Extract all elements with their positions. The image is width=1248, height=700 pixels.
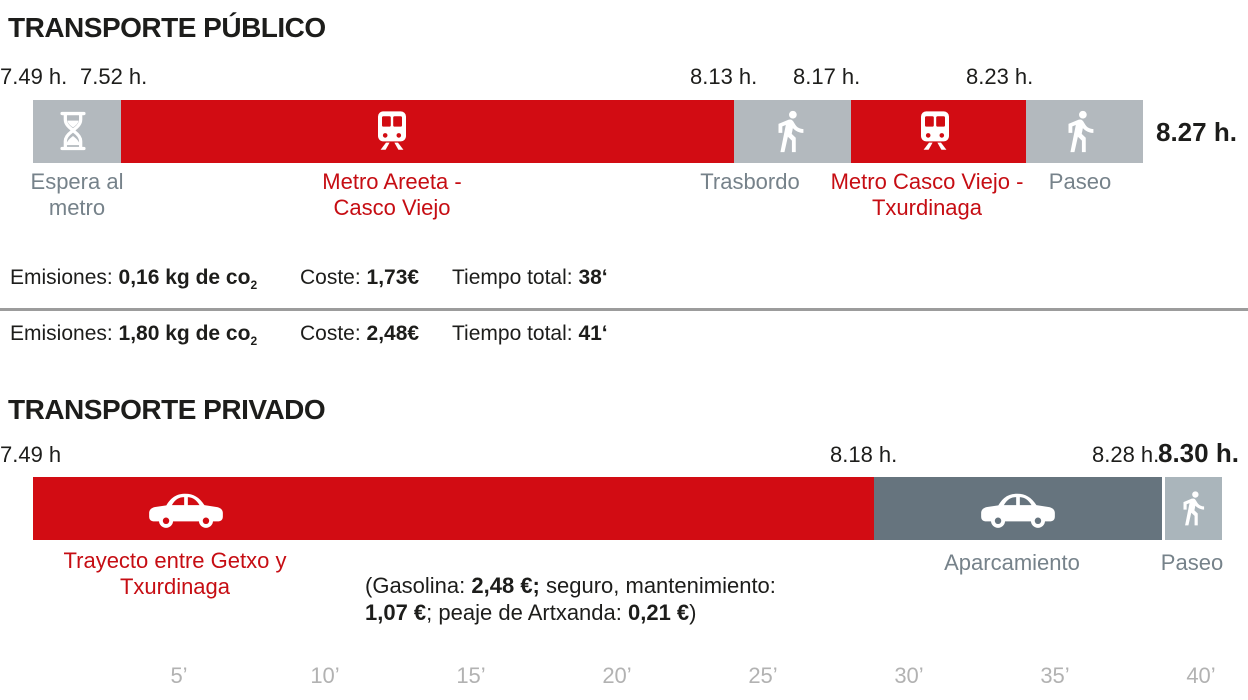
fuel-text: (Gasolina: (365, 573, 472, 598)
cost-value: 2,48€ (366, 322, 420, 345)
emissions-label: Emisiones: (10, 266, 119, 289)
axis-tick-20: 20’ (602, 663, 632, 688)
label-metro-areeta-casco-viejo: Metro Areeta - Casco Viejo (240, 169, 544, 221)
label-metro-casco-viejo-txurdinaga: Metro Casco Viejo - Txurdinaga (775, 169, 1079, 221)
metro-train-icon (378, 111, 406, 150)
axis-tick-25: 25’ (748, 663, 778, 688)
label-trayecto-getxo-txurdinaga: Trayecto entre Getxo y Txurdinaga (25, 548, 325, 600)
label-line: Paseo (1048, 169, 1112, 194)
fuel-cost-line1: (Gasolina: 2,48 €; seguro, mantenimiento… (365, 572, 776, 599)
label-aparcamiento: Aparcamiento (910, 550, 1114, 576)
label-line: Trasbordo (700, 169, 800, 194)
public-time-823: 8.23 h. (966, 64, 1034, 89)
label-line: Paseo (1160, 550, 1224, 575)
label-line: Metro Areeta - (322, 169, 462, 194)
hourglass-icon (60, 111, 86, 151)
cost-label: Coste: (300, 322, 367, 345)
public-time-752: 7.52 h. (80, 64, 148, 89)
axis-tick-30: 30’ (894, 663, 924, 688)
cost-public: Coste: 1,73€ (300, 266, 419, 290)
public-time-749: 7.49 h. (0, 64, 68, 89)
label-line: Txurdinaga (119, 574, 231, 599)
pedestrian-icon (778, 110, 804, 153)
total-time-value: 38‘ (578, 266, 608, 289)
cost-private: Coste: 2,48€ (300, 322, 419, 346)
private-time-749: 7.49 h (0, 442, 62, 467)
segment-trasbordo (734, 100, 851, 163)
emissions-private: Emisiones: 1,80 kg de co2 (10, 322, 257, 348)
label-paseo-publico: Paseo (1030, 169, 1130, 195)
emissions-public: Emisiones: 0,16 kg de co2 (10, 266, 257, 292)
fuel-text: seguro, mantenimiento: (539, 573, 776, 598)
metro-train-icon (921, 111, 949, 150)
axis-tick-40: 40’ (1186, 663, 1216, 688)
label-line: Casco Viejo (333, 195, 451, 220)
pedestrian-icon (1068, 110, 1094, 153)
label-line: Txurdinaga (871, 195, 983, 220)
axis-tick-5: 5’ (170, 663, 188, 688)
fuel-value-gasolina: 2,48 €; (471, 573, 540, 598)
co2-subscript: 2 (250, 278, 258, 293)
stats-row-privado: Emisiones: 1,80 kg de co2 Coste: 2,48€ T… (0, 322, 1248, 352)
segment-metro-areeta-casco-viejo (121, 100, 734, 163)
fuel-cost-note: (Gasolina: 2,48 €; seguro, mantenimiento… (365, 572, 776, 626)
segment-espera-al-metro (33, 100, 121, 163)
total-time-public: Tiempo total: 38‘ (452, 266, 608, 290)
public-arrival-time: 8.27 h. (1156, 117, 1237, 147)
total-time-label: Tiempo total: (452, 322, 579, 345)
total-time-label: Tiempo total: (452, 266, 579, 289)
stats-row-publico: Emisiones: 0,16 kg de co2 Coste: 1,73€ T… (0, 266, 1248, 296)
axis-tick-35: 35’ (1040, 663, 1070, 688)
fuel-text: ; peaje de Artxanda: (426, 600, 628, 625)
cost-label: Coste: (300, 266, 367, 289)
private-timeline-bar (33, 477, 1222, 540)
fuel-cost-line2: 1,07 €; peaje de Artxanda: 0,21 €) (365, 599, 776, 626)
stats-divider (0, 308, 1248, 311)
pedestrian-icon (1183, 491, 1205, 526)
emissions-label: Emisiones: (10, 322, 119, 345)
cost-value: 1,73€ (366, 266, 420, 289)
label-line: Metro Casco Viejo - (830, 169, 1024, 194)
private-arrival-time: 8.30 h. (1158, 438, 1239, 468)
car-icon (149, 493, 223, 528)
fuel-value-peaje: 0,21 € (628, 600, 690, 625)
label-line: metro (48, 195, 106, 220)
label-line: Aparcamiento (944, 550, 1080, 575)
label-line: Trayecto entre Getxo y (63, 548, 287, 573)
private-time-818: 8.18 h. (830, 442, 898, 467)
axis-tick-15: 15’ (456, 663, 486, 688)
public-time-813: 8.13 h. (690, 64, 758, 89)
car-icon (981, 493, 1055, 528)
public-timeline-bar (33, 100, 1143, 163)
emissions-value: 1,80 kg de co (118, 322, 251, 345)
total-time-value: 41‘ (578, 322, 608, 345)
fuel-value-seguro: 1,07 € (365, 600, 427, 625)
label-paseo-privado: Paseo (1142, 550, 1242, 576)
segment-paseo-publico (1026, 100, 1143, 163)
public-section-title: TRANSPORTE PÚBLICO (8, 12, 326, 43)
private-time-828: 8.28 h. (1092, 442, 1160, 467)
label-line: Espera al (30, 169, 124, 194)
fuel-text: ) (689, 600, 697, 625)
private-section-title: TRANSPORTE PRIVADO (8, 394, 326, 425)
label-espera-al-metro: Espera al metro (2, 169, 152, 221)
emissions-value: 0,16 kg de co (118, 266, 251, 289)
public-time-817: 8.17 h. (793, 64, 861, 89)
axis-tick-10: 10’ (310, 663, 340, 688)
label-trasbordo: Trasbordo (650, 169, 850, 195)
total-time-private: Tiempo total: 41‘ (452, 322, 608, 346)
co2-subscript: 2 (250, 334, 258, 349)
